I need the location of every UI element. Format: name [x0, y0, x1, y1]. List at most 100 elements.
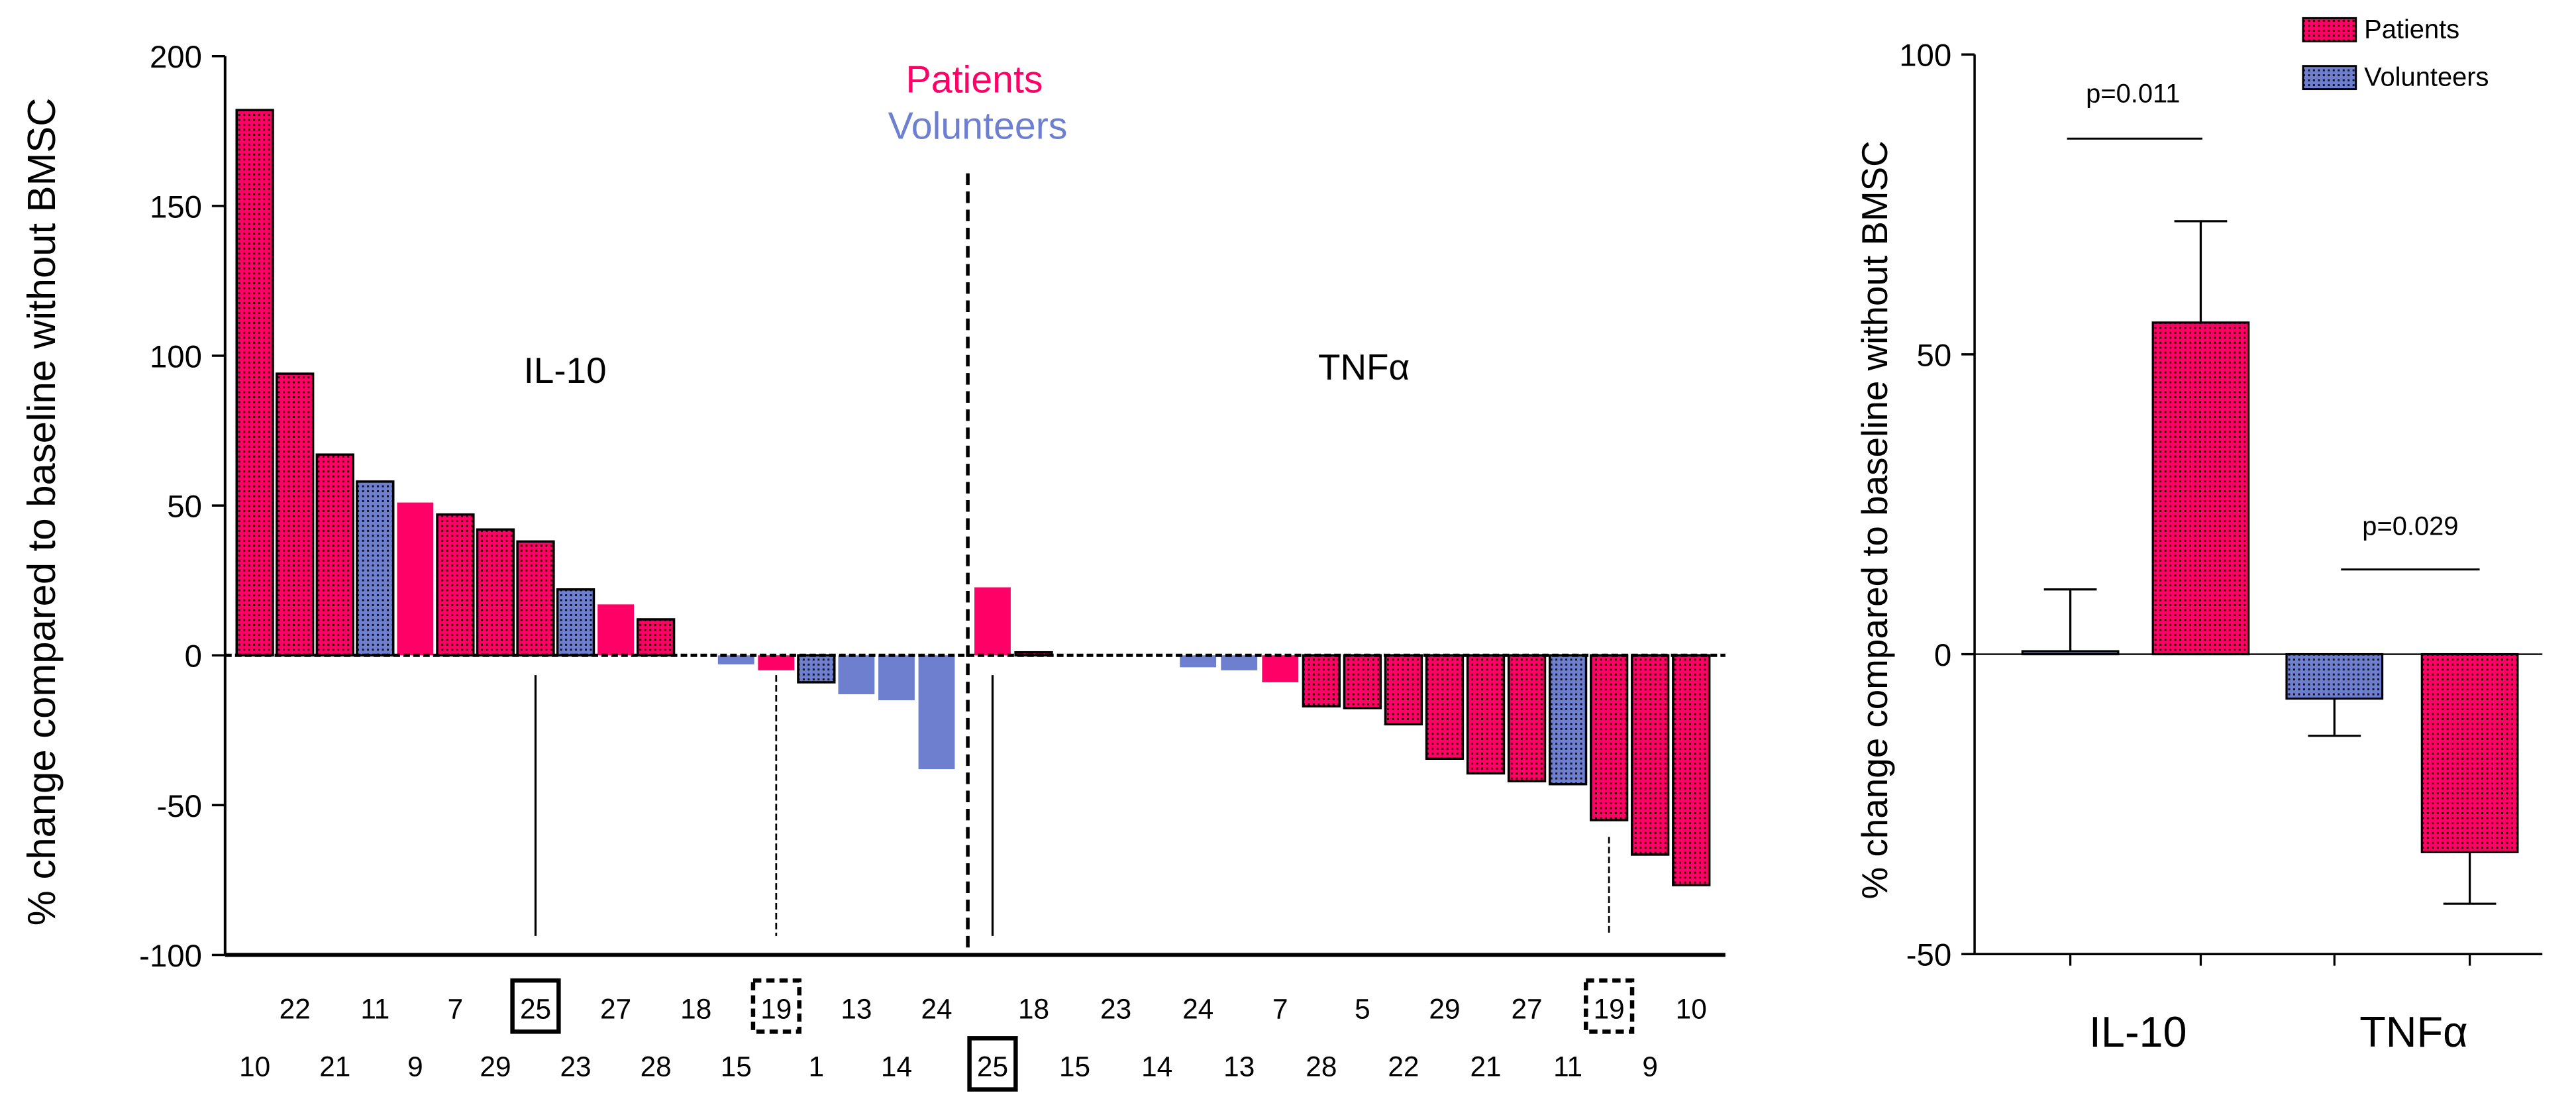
legend-volunteers-swatch — [2302, 65, 2357, 91]
bar-il10-23 — [556, 588, 595, 656]
left-chart: % change compared to baseline without BM… — [19, 40, 1726, 1092]
sample-label: 27 — [600, 993, 631, 1024]
sample-label: 11 — [1553, 1051, 1582, 1082]
y-tick-label: 200 — [150, 40, 202, 75]
bar-tnf-24 — [1180, 655, 1217, 668]
sample-label: 14 — [1141, 1051, 1172, 1082]
sample-label: 15 — [721, 1051, 752, 1082]
bar-il10-29 — [476, 528, 515, 656]
bar-il10-22 — [276, 372, 315, 656]
x-label-tnfa: TNFα — [2359, 1008, 2467, 1056]
y-tick-label: -100 — [139, 939, 202, 974]
y-tick-label: 100 — [150, 339, 202, 374]
sample-label: 9 — [1642, 1051, 1658, 1082]
sample-label: 7 — [448, 993, 464, 1024]
bar-volunteers-1 — [2285, 653, 2384, 700]
y-tick-label: 100 — [1899, 38, 1951, 74]
sample-label: 14 — [881, 1051, 912, 1082]
y-tick-label: 150 — [150, 189, 202, 225]
p-value-il10: p=0.011 — [2086, 79, 2180, 108]
bar-il10-7 — [436, 513, 475, 656]
bar-il10-19 — [758, 655, 795, 670]
sample-label: 1 — [809, 1051, 825, 1082]
bar-il10-14 — [878, 655, 915, 701]
sample-label: 7 — [1272, 993, 1288, 1024]
sample-label: 13 — [1223, 1051, 1255, 1082]
sample-label: 19 — [760, 993, 792, 1024]
panel-label-tnfa: TNFα — [1318, 346, 1410, 388]
sample-label: 21 — [1470, 1051, 1501, 1082]
sample-label: 29 — [1429, 993, 1460, 1024]
sample-label: 15 — [1059, 1051, 1090, 1082]
sample-label: 10 — [239, 1051, 270, 1082]
bar-tnf-25 — [974, 587, 1011, 656]
sample-label: 11 — [360, 993, 389, 1024]
sample-label: 23 — [560, 1051, 592, 1082]
sample-label: 24 — [921, 993, 952, 1024]
sample-label: 18 — [1018, 993, 1049, 1024]
legend-patients-text: Patients — [906, 59, 1043, 101]
bar-il10-9 — [397, 502, 434, 656]
sample-label: 27 — [1512, 993, 1543, 1024]
sample-box-dashed — [750, 978, 801, 1034]
legend-volunteers-label: Volunteers — [2364, 63, 2489, 92]
sample-label: 25 — [977, 1051, 1008, 1082]
bar-il10-13 — [838, 655, 875, 695]
y-tick-label: 0 — [185, 639, 202, 674]
bar-tnf-27 — [1507, 654, 1547, 782]
y-tick-label: -50 — [157, 789, 202, 824]
bar-il10-15 — [717, 655, 754, 664]
bar-patients-1 — [2420, 653, 2519, 853]
sample-label: 9 — [407, 1051, 423, 1082]
panel-label-il10: IL-10 — [524, 350, 607, 391]
sample-label: 21 — [319, 1051, 350, 1082]
bar-tnf-9 — [1631, 654, 1670, 856]
bar-tnf-28 — [1302, 654, 1341, 708]
right-chart: % change compared to baseline without BM… — [1854, 15, 2543, 1056]
sample-label: 28 — [641, 1051, 672, 1082]
y-tick-label: 0 — [1934, 638, 1951, 673]
y-tick-label: 50 — [167, 490, 202, 525]
right-y-axis-label: % change compared to baseline without BM… — [1854, 140, 1895, 899]
bar-il10-10 — [235, 109, 274, 656]
bar-tnf-19 — [1589, 654, 1629, 821]
sample-label: 10 — [1676, 993, 1707, 1024]
y-tick-label: -50 — [1906, 938, 1951, 973]
sample-label: 24 — [1182, 993, 1213, 1024]
sample-label: 29 — [480, 1051, 511, 1082]
bar-tnf-5 — [1343, 654, 1382, 709]
bar-tnf-13 — [1221, 655, 1258, 670]
bar-il10-24 — [918, 655, 955, 770]
bar-tnf-29 — [1425, 654, 1465, 760]
sample-box-solid — [510, 978, 561, 1034]
bar-il10-25 — [516, 540, 555, 656]
bar-il10-1 — [797, 654, 836, 684]
bar-il10-27 — [597, 604, 635, 656]
bar-tnf-21 — [1466, 654, 1506, 775]
sample-label: 28 — [1306, 1051, 1337, 1082]
bar-tnf-22 — [1384, 654, 1423, 725]
sample-box-solid — [967, 1036, 1018, 1092]
x-label-il10: IL-10 — [2089, 1008, 2187, 1056]
p-value-tnfa: p=0.029 — [2362, 511, 2458, 541]
sample-label: 22 — [1388, 1051, 1419, 1082]
sample-label: 19 — [1594, 993, 1625, 1024]
bar-tnf-10 — [1672, 654, 1711, 886]
sample-label: 5 — [1355, 993, 1370, 1024]
bar-patients-0 — [2151, 321, 2250, 656]
bar-tnf-11 — [1548, 654, 1588, 786]
sample-label: 25 — [520, 993, 551, 1024]
bar-il10-21 — [315, 453, 354, 656]
sample-label: 13 — [841, 993, 872, 1024]
sample-label: 22 — [280, 993, 311, 1024]
y-tick-label: 50 — [1917, 338, 1952, 373]
bar-il10-11 — [356, 480, 395, 656]
legend-volunteers-text: Volunteers — [888, 105, 1068, 147]
sample-label: 23 — [1100, 993, 1131, 1024]
bar-volunteers-0 — [2021, 650, 2120, 656]
bar-il10-28 — [637, 618, 676, 656]
legend-patients-swatch — [2302, 17, 2357, 42]
sample-box-dashed — [1584, 978, 1635, 1034]
left-y-axis-label: % change compared to baseline without BM… — [19, 98, 64, 926]
